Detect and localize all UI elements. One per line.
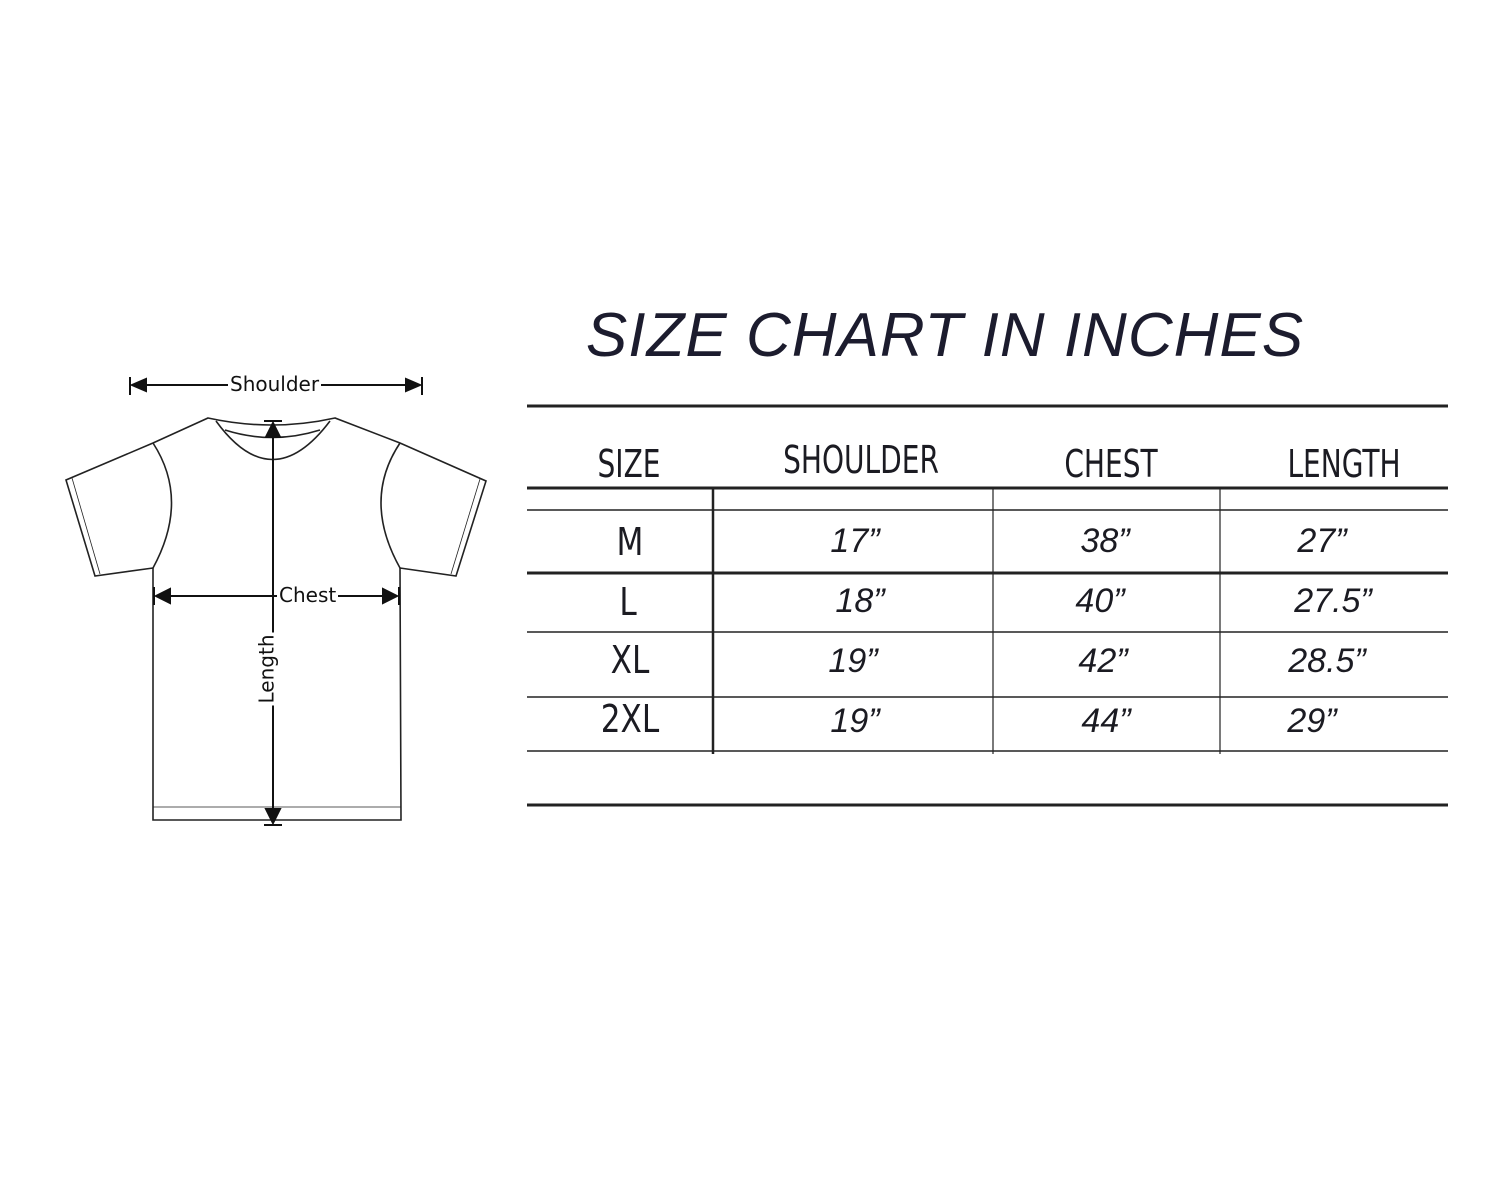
header-shoulder: SHOULDER xyxy=(783,438,939,482)
shoulder-cell: 18” xyxy=(835,582,885,620)
shoulder-cell: 19” xyxy=(830,702,880,740)
header-chest: CHEST xyxy=(1064,442,1158,486)
shoulder-cell: 17” xyxy=(830,522,880,560)
chest-cell: 42” xyxy=(1078,642,1128,680)
chest-label: Chest xyxy=(277,583,339,607)
size-cell: XL xyxy=(610,638,650,682)
length-label: Length xyxy=(254,632,279,706)
chest-cell: 40” xyxy=(1075,582,1125,620)
chest-cell: 38” xyxy=(1080,522,1130,560)
size-cell: M xyxy=(616,520,644,564)
length-cell: 27” xyxy=(1297,522,1347,560)
tshirt-outline xyxy=(65,417,487,821)
length-cell: 27.5” xyxy=(1294,582,1372,620)
header-size: SIZE xyxy=(597,442,661,486)
chest-cell: 44” xyxy=(1081,702,1131,740)
size-cell: 2XL xyxy=(600,697,660,741)
measurement-arrows xyxy=(129,377,423,826)
shoulder-cell: 19” xyxy=(828,642,878,680)
length-cell: 29” xyxy=(1287,702,1337,740)
shoulder-label: Shoulder xyxy=(228,372,322,396)
length-cell: 28.5” xyxy=(1288,642,1366,680)
header-length: LENGTH xyxy=(1287,442,1401,486)
table-grid xyxy=(527,404,1448,807)
page-title: SIZE CHART IN INCHES xyxy=(585,301,1305,370)
size-cell: L xyxy=(619,580,637,624)
